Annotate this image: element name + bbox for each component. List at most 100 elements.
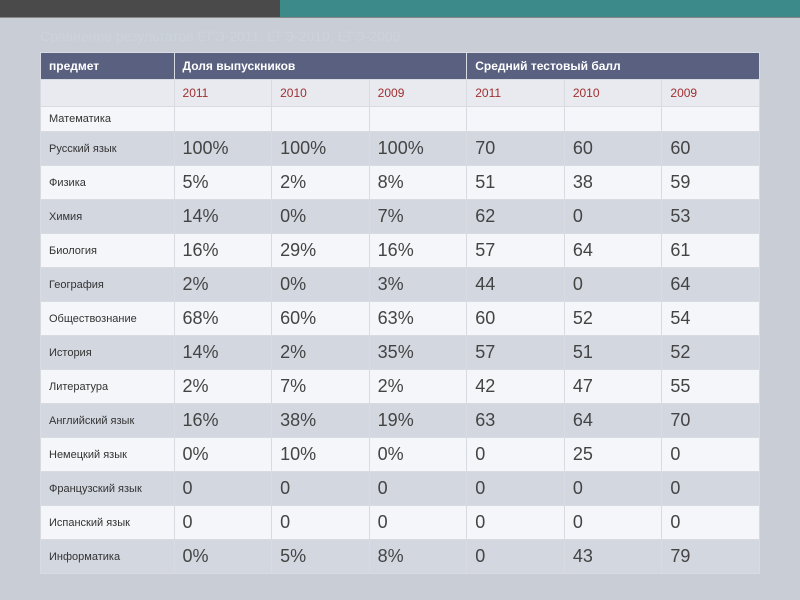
value-cell: 2%: [174, 370, 272, 404]
value-cell: 16%: [174, 234, 272, 268]
value-cell: 8%: [369, 166, 467, 200]
value-cell: 0: [662, 472, 760, 506]
value-cell: [174, 107, 272, 132]
value-cell: [662, 107, 760, 132]
results-table: предмет Доля выпускников Средний тестовы…: [40, 52, 760, 574]
subject-cell: Литература: [41, 370, 175, 404]
value-cell: 0: [174, 506, 272, 540]
value-cell: 35%: [369, 336, 467, 370]
subject-cell: Математика: [41, 107, 175, 132]
value-cell: 60: [564, 132, 662, 166]
value-cell: 7%: [369, 200, 467, 234]
table-row: Русский язык100%100%100%706060: [41, 132, 760, 166]
value-cell: 100%: [369, 132, 467, 166]
value-cell: 64: [564, 234, 662, 268]
year-header-row: 2011 2010 2009 2011 2010 2009: [41, 80, 760, 107]
value-cell: 62: [467, 200, 565, 234]
subject-cell: География: [41, 268, 175, 302]
subject-cell: Русский язык: [41, 132, 175, 166]
value-cell: 19%: [369, 404, 467, 438]
value-cell: 63: [467, 404, 565, 438]
value-cell: 51: [564, 336, 662, 370]
value-cell: 0: [467, 472, 565, 506]
subject-cell: Английский язык: [41, 404, 175, 438]
top-decor-bar: [0, 0, 800, 18]
value-cell: 51: [467, 166, 565, 200]
col-subject: предмет: [41, 53, 175, 80]
subject-cell: Физика: [41, 166, 175, 200]
value-cell: 0: [467, 540, 565, 574]
table-row: Биология16%29%16%576461: [41, 234, 760, 268]
value-cell: 10%: [272, 438, 370, 472]
value-cell: 29%: [272, 234, 370, 268]
subject-cell: Французский язык: [41, 472, 175, 506]
value-cell: 55: [662, 370, 760, 404]
value-cell: 44: [467, 268, 565, 302]
value-cell: 61: [662, 234, 760, 268]
value-cell: 8%: [369, 540, 467, 574]
value-cell: 0: [564, 506, 662, 540]
value-cell: 3%: [369, 268, 467, 302]
page-title: Сравнение результатов ЕГЭ-2011, ЕГЭ-2010…: [40, 28, 760, 44]
value-cell: [467, 107, 565, 132]
value-cell: 57: [467, 336, 565, 370]
table-row: Химия14%0%7%62053: [41, 200, 760, 234]
subject-cell: Немецкий язык: [41, 438, 175, 472]
value-cell: 0: [564, 200, 662, 234]
value-cell: 60: [467, 302, 565, 336]
value-cell: 54: [662, 302, 760, 336]
value-cell: 0: [662, 438, 760, 472]
value-cell: 79: [662, 540, 760, 574]
subject-cell: Обществознание: [41, 302, 175, 336]
table-row: Физика5%2%8%513859: [41, 166, 760, 200]
value-cell: 57: [467, 234, 565, 268]
value-cell: 52: [662, 336, 760, 370]
col-year: 2009: [662, 80, 760, 107]
value-cell: 2%: [272, 166, 370, 200]
value-cell: 14%: [174, 200, 272, 234]
value-cell: [369, 107, 467, 132]
col-group-share: Доля выпускников: [174, 53, 467, 80]
value-cell: 14%: [174, 336, 272, 370]
value-cell: 60: [662, 132, 760, 166]
value-cell: 64: [662, 268, 760, 302]
value-cell: 70: [662, 404, 760, 438]
value-cell: 38%: [272, 404, 370, 438]
table-row: История14%2%35%575152: [41, 336, 760, 370]
value-cell: 5%: [272, 540, 370, 574]
table-body: МатематикаРусский язык100%100%100%706060…: [41, 107, 760, 574]
table-row: Информатика0%5%8%04379: [41, 540, 760, 574]
value-cell: 7%: [272, 370, 370, 404]
value-cell: 16%: [369, 234, 467, 268]
table-row: Испанский язык000000: [41, 506, 760, 540]
value-cell: 0: [174, 472, 272, 506]
value-cell: 38: [564, 166, 662, 200]
table-row: Французский язык000000: [41, 472, 760, 506]
value-cell: 68%: [174, 302, 272, 336]
value-cell: 0: [662, 506, 760, 540]
table-row: Обществознание68%60%63%605254: [41, 302, 760, 336]
value-cell: 59: [662, 166, 760, 200]
col-year: 2010: [564, 80, 662, 107]
value-cell: 60%: [272, 302, 370, 336]
value-cell: 2%: [272, 336, 370, 370]
value-cell: 25: [564, 438, 662, 472]
value-cell: 63%: [369, 302, 467, 336]
col-year: 2011: [467, 80, 565, 107]
value-cell: 0: [467, 506, 565, 540]
value-cell: 0: [564, 268, 662, 302]
group-header-row: предмет Доля выпускников Средний тестовы…: [41, 53, 760, 80]
table-row: Английский язык16%38%19%636470: [41, 404, 760, 438]
subject-cell: Испанский язык: [41, 506, 175, 540]
value-cell: 0: [369, 506, 467, 540]
table-row: Литература2%7%2%424755: [41, 370, 760, 404]
value-cell: 2%: [369, 370, 467, 404]
subject-cell: Биология: [41, 234, 175, 268]
value-cell: 43: [564, 540, 662, 574]
value-cell: [564, 107, 662, 132]
value-cell: 53: [662, 200, 760, 234]
table-row: Немецкий язык0%10%0%0250: [41, 438, 760, 472]
value-cell: 0: [369, 472, 467, 506]
col-year: 2010: [272, 80, 370, 107]
value-cell: 100%: [174, 132, 272, 166]
